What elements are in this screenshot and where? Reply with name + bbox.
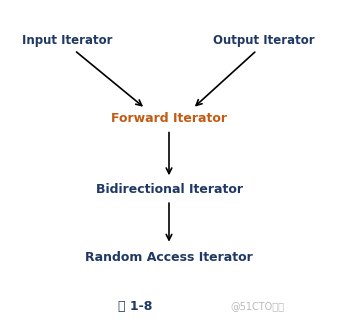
Text: Bidirectional Iterator: Bidirectional Iterator xyxy=(96,183,242,196)
Text: Input Iterator: Input Iterator xyxy=(22,34,113,47)
Text: Output Iterator: Output Iterator xyxy=(213,34,314,47)
Text: 图 1-8: 图 1-8 xyxy=(118,300,152,313)
Text: @51CTO博客: @51CTO博客 xyxy=(230,301,284,311)
Text: Random Access Iterator: Random Access Iterator xyxy=(85,251,253,264)
Text: Forward Iterator: Forward Iterator xyxy=(111,112,227,125)
